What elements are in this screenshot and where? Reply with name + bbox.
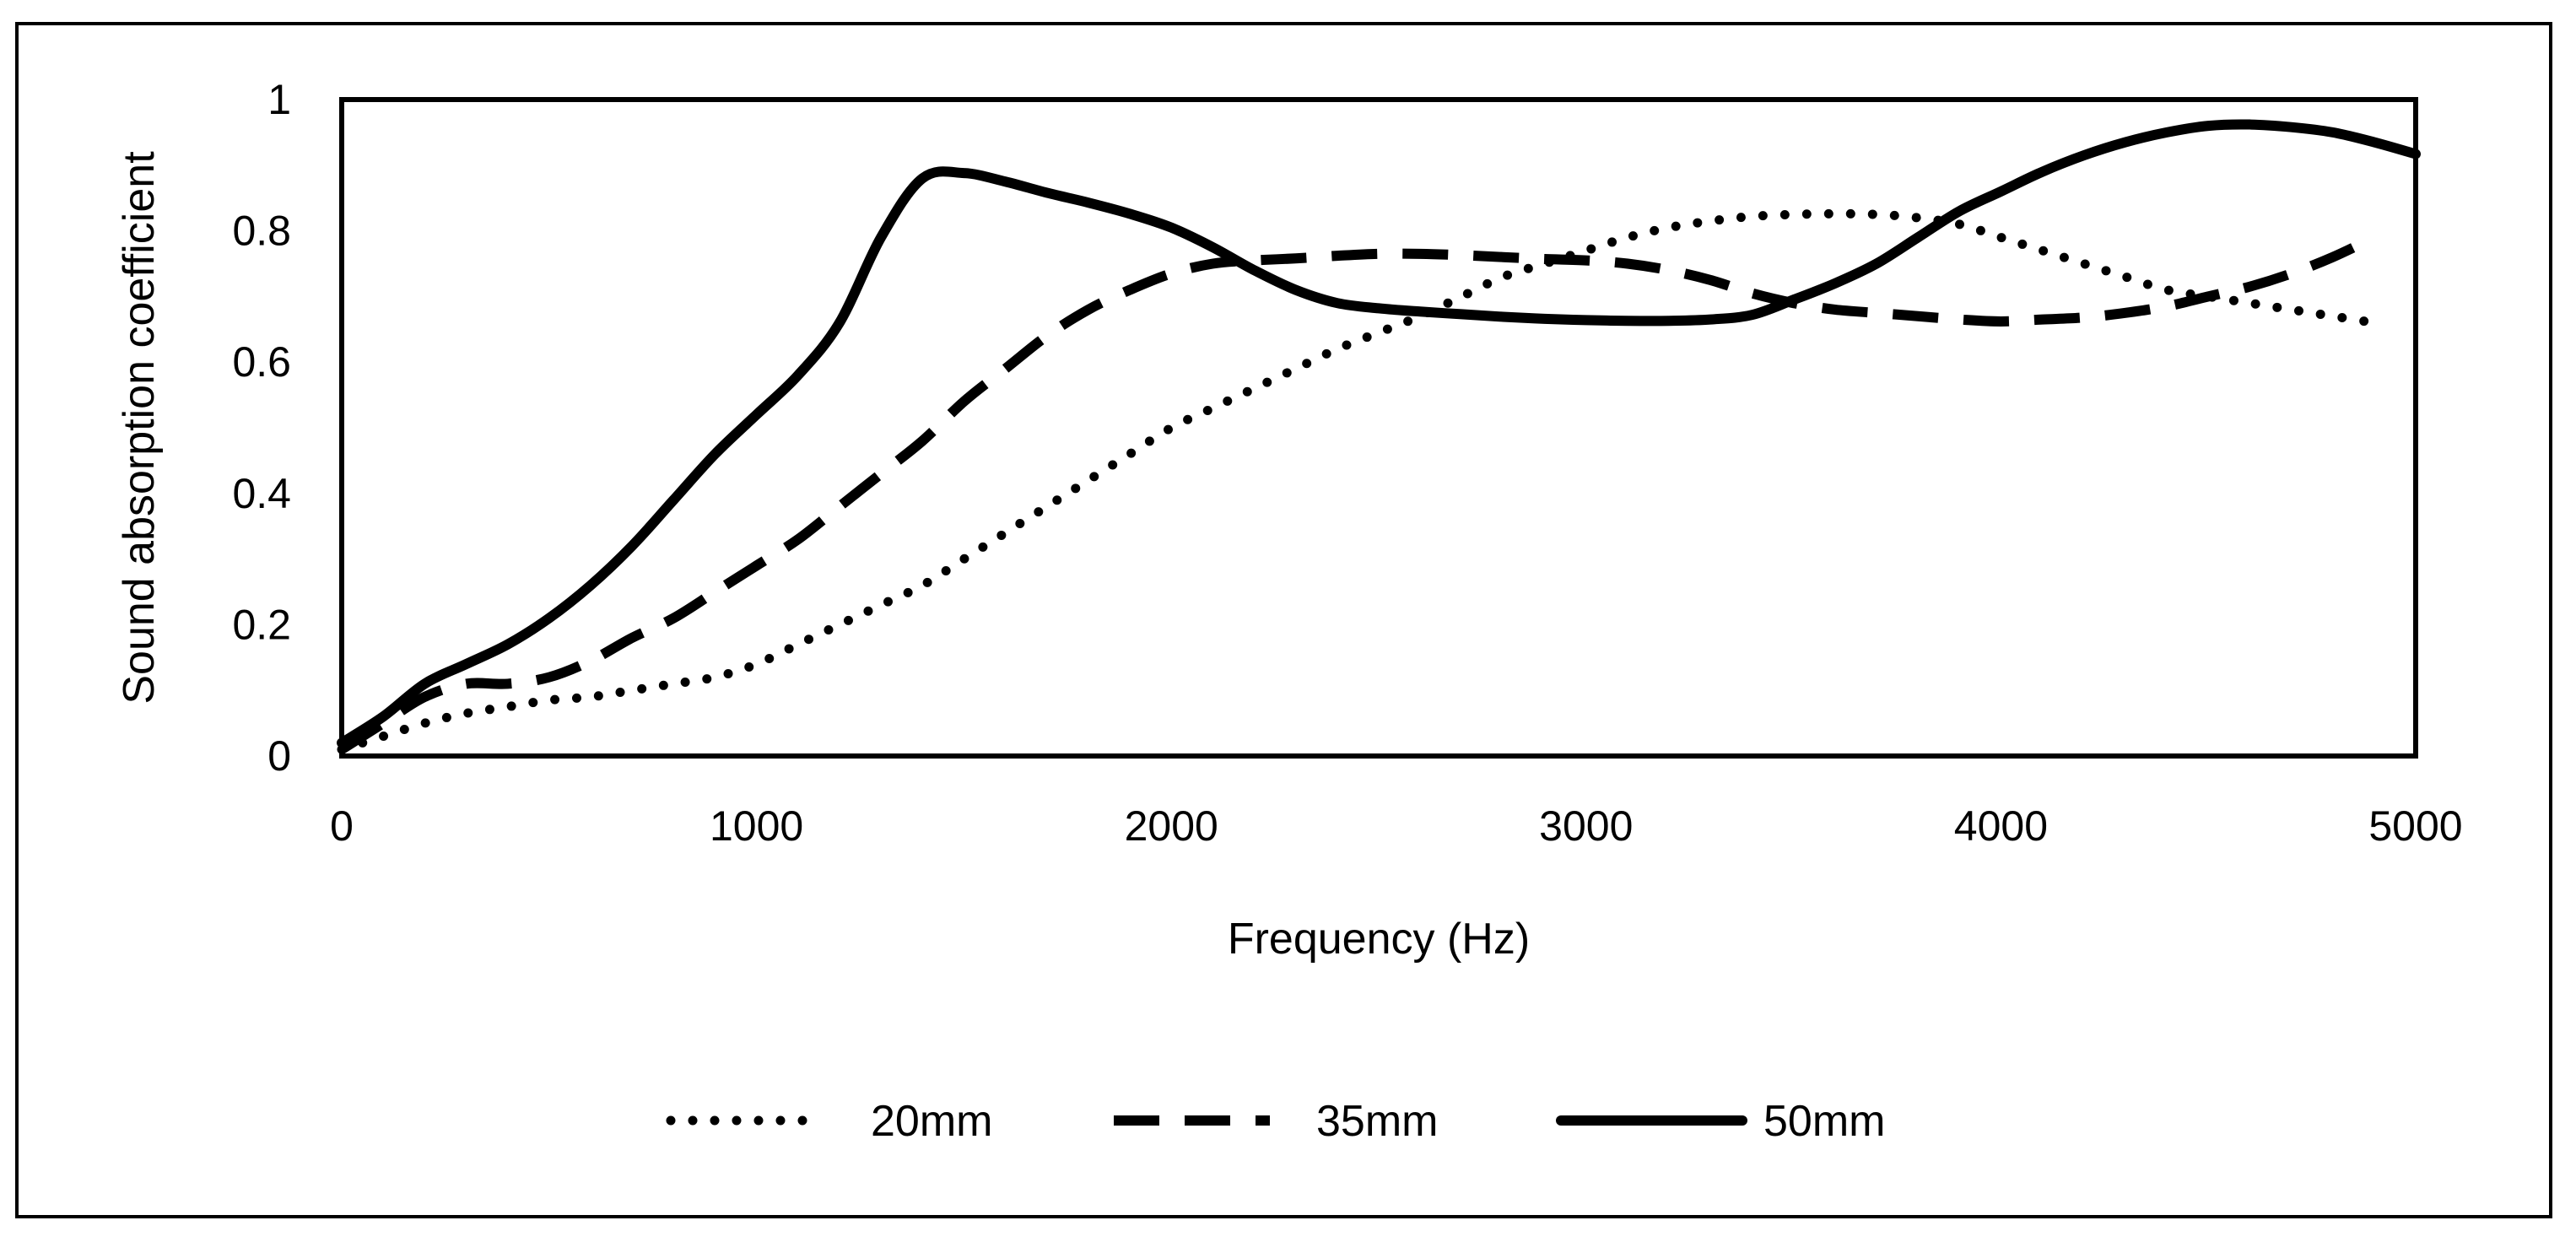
series-line-20mm [337,208,2379,754]
series-line-50mm [337,119,2421,748]
series-layer [337,119,2421,754]
y-tick-label: 0.2 [232,601,291,648]
x-tick-label: 1000 [710,802,803,850]
legend-item-50mm: 50mm [1556,1097,1885,1146]
x-axis-title: Frequency (Hz) [1228,915,1530,964]
series-line-35mm [338,232,2377,754]
y-axis-title: Sound absorption coefficient [115,151,164,705]
x-tick-label: 4000 [1954,802,2048,850]
legend-label: 20mm [871,1097,992,1146]
y-tick-label: 0.6 [232,338,291,386]
plot-area [339,97,2418,759]
y-axis-tick-labels: 0 0.2 0.4 0.6 0.8 1 [232,76,291,780]
chart-frame [15,22,2552,1218]
legend-item-20mm: 20mm [666,1097,992,1146]
legend: 20mm 35mm 50mm [666,1097,1885,1146]
legend-label: 50mm [1763,1097,1885,1146]
x-tick-label: 5000 [2368,802,2462,850]
x-tick-label: 0 [330,802,354,850]
y-tick-label: 1 [267,76,291,123]
x-tick-label: 3000 [1539,802,1633,850]
x-tick-label: 2000 [1125,802,1218,850]
y-tick-label: 0.8 [232,208,291,255]
y-tick-label: 0 [267,732,291,780]
legend-label: 35mm [1316,1097,1438,1146]
legend-item-35mm: 35mm [1114,1097,1438,1146]
x-axis-tick-labels: 0 1000 2000 3000 4000 5000 [330,802,2463,850]
y-tick-label: 0.4 [232,470,291,517]
